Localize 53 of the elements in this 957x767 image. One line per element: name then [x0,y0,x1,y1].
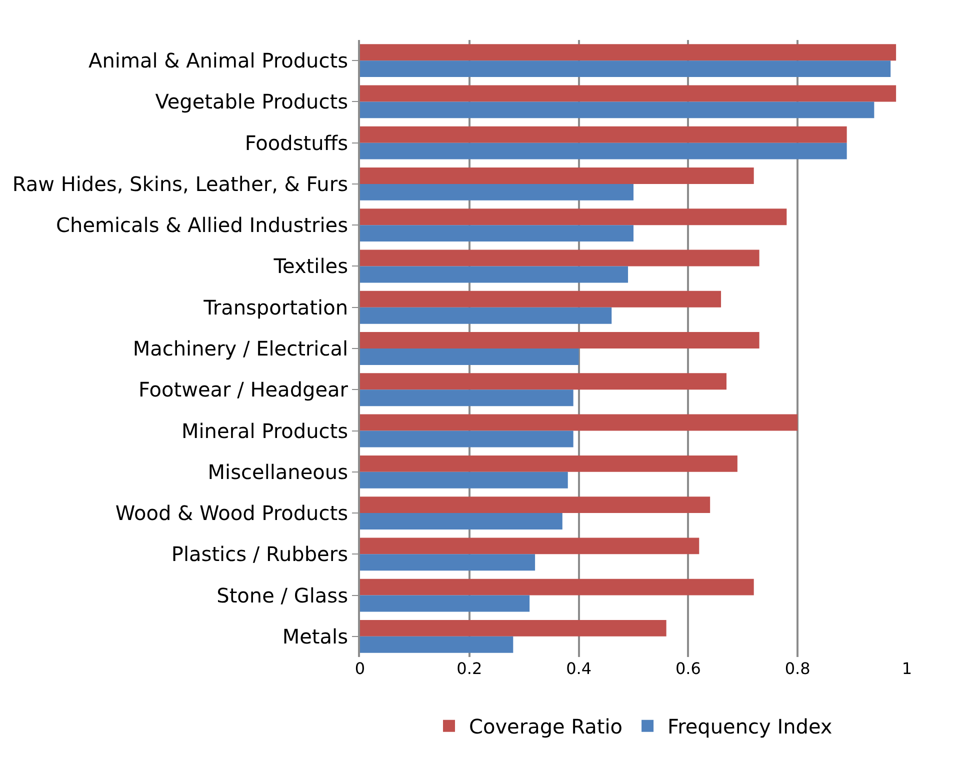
y-tick-label: Foodstuffs [244,130,348,155]
y-tick-label: Transportation [202,295,348,320]
bar [360,225,634,242]
legend-label: Coverage Ratio [469,714,623,739]
y-tick-label: Textiles [272,254,348,278]
bar [360,496,710,514]
x-tick-label: 0 [354,659,366,678]
y-tick-label: Mineral Products [181,418,348,443]
bar [360,85,896,102]
y-tick-label: Plastics / Rubbers [171,542,348,566]
bar [360,290,722,308]
bar [360,538,700,554]
x-tick-label: 1 [902,659,912,678]
bar [360,168,754,184]
bar [360,595,530,612]
x-tick-label: 0.6 [675,659,701,678]
x-tick-label: 0.8 [784,659,810,678]
bar [360,620,666,636]
bar [360,472,568,488]
y-tick-label: Footwear / Headgear [138,378,349,402]
x-tick-label: 0.2 [456,659,482,678]
y-tick-label: Chemicals & Allied Industries [56,213,348,238]
bar [360,373,726,390]
bar [360,60,891,78]
bar [360,184,634,200]
bar [360,513,562,530]
bar [360,636,514,653]
bar [360,578,754,596]
bar [360,44,896,61]
bar [360,332,760,348]
y-tick-label: Raw Hides, Skins, Leather, & Furs [12,172,348,196]
bar [360,348,579,365]
bar [360,142,847,160]
y-tick-label: Animal & Animal Products [88,48,348,73]
bar [360,455,738,472]
y-tick-label: Stone / Glass [216,583,348,608]
bar [360,430,574,448]
bar [360,307,612,324]
y-tick-label: Miscellaneous [208,460,348,484]
bar [360,554,536,571]
y-tick-label: Wood & Wood Products [115,501,348,526]
bar [360,126,847,143]
legend-label: Frequency Index [668,714,832,739]
bar [360,208,787,226]
bar [360,250,760,266]
y-tick-label: Vegetable Products [155,90,348,114]
bar [360,266,628,283]
bar [360,102,874,118]
bar [360,414,798,431]
y-tick-label: Machinery / Electrical [132,336,348,360]
bar [360,390,574,406]
x-tick-label: 0.4 [566,659,592,678]
y-tick-label: Metals [282,624,348,648]
